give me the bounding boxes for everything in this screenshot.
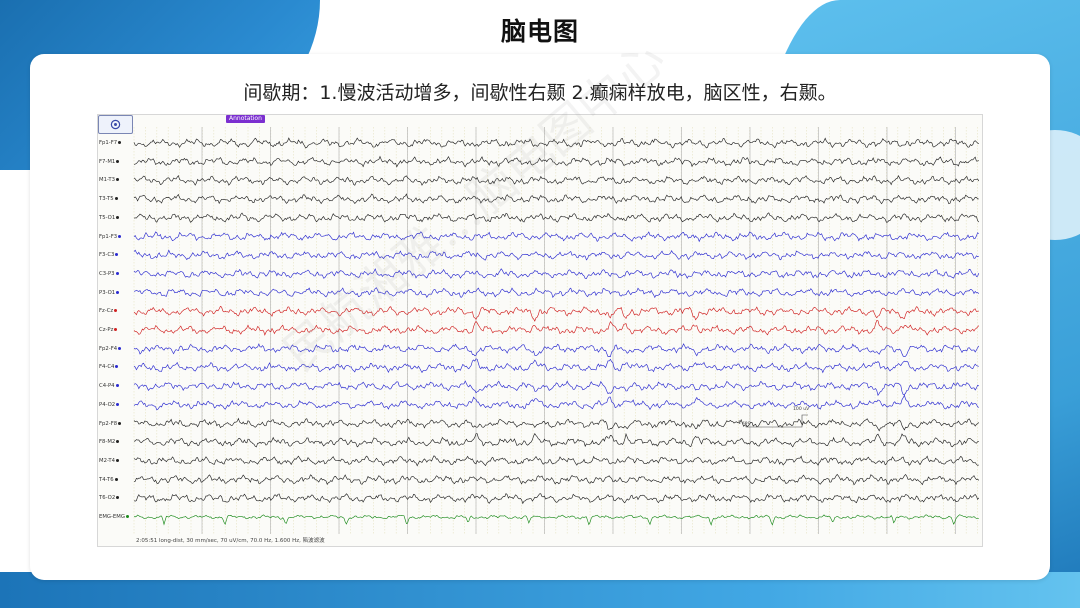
- channel-color-dot: [116, 159, 120, 163]
- eeg-viewer[interactable]: Annotation Fp1-F7 F7-M1 M1-T3 T3-T5 T5-O1 Fp1…: [97, 114, 983, 547]
- eeg-trace: [133, 358, 979, 374]
- channel-label-text: P4-O2: [99, 401, 116, 408]
- channel-label: F7-M1: [99, 158, 120, 166]
- channel-color-dot: [125, 515, 129, 518]
- channel-color-dot: [116, 215, 120, 219]
- channel-label: Fp2-F8: [99, 420, 122, 428]
- eeg-trace: [133, 155, 979, 168]
- channel-color-dot: [115, 384, 119, 388]
- channel-color-dot: [118, 421, 122, 425]
- channel-color-dot: [114, 309, 118, 313]
- channel-label: M2-T4: [99, 457, 119, 465]
- page-title: 脑电图: [500, 17, 579, 46]
- eeg-trace: [133, 394, 979, 411]
- channel-color-dot: [116, 496, 120, 500]
- channel-label: Fp2-F4: [99, 345, 122, 353]
- calibration-bracket: [745, 414, 808, 428]
- channel-label: F4-C4: [99, 363, 119, 371]
- channel-color-dot: [115, 178, 119, 182]
- channel-label-text: F3-C3: [99, 252, 115, 259]
- channel-label-text: Fp2-F8: [99, 420, 118, 427]
- channel-label-text: M1-T3: [99, 177, 115, 184]
- eeg-trace: [133, 432, 979, 448]
- channel-color-dot: [116, 402, 120, 406]
- channel-label: Fz-Cz: [99, 307, 118, 315]
- eeg-trace: [133, 231, 979, 243]
- channel-label: T5-O1: [99, 214, 120, 222]
- channel-label-text: C4-P4: [99, 383, 115, 390]
- annotation-marker[interactable]: Annotation: [226, 115, 265, 123]
- eeg-trace: [133, 455, 979, 467]
- channel-label-text: Fz-Cz: [99, 308, 114, 315]
- eeg-trace-canvas: [133, 127, 980, 534]
- eeg-trace: [133, 287, 980, 299]
- channel-label-text: T5-O1: [99, 214, 116, 221]
- channel-label: M1-T3: [99, 176, 119, 184]
- channel-label-text: T4-T6: [99, 476, 114, 483]
- channel-label: P4-O2: [99, 401, 120, 409]
- channel-label: T6-O2: [99, 494, 120, 502]
- eeg-trace: [133, 320, 980, 336]
- channel-label-text: Cz-Pz: [99, 327, 114, 333]
- channel-label-text: T6-O2: [99, 495, 116, 502]
- channel-label-text: Fp2-F4: [99, 345, 118, 352]
- channel-label-column: Fp1-F7 F7-M1 M1-T3 T3-T5 T5-O1 Fp1-F3 F3-C3 C3-…: [98, 115, 134, 546]
- channel-label-text: F4-C4: [99, 364, 115, 371]
- eeg-trace: [133, 514, 979, 526]
- eeg-trace: [133, 493, 980, 505]
- channel-color-dot: [115, 458, 119, 462]
- channel-label-text: Fp1-F3: [99, 233, 118, 240]
- channel-label-text: P3-O1: [99, 289, 116, 296]
- channel-color-dot: [116, 290, 120, 294]
- settings-button[interactable]: [98, 115, 133, 134]
- channel-color-dot: [115, 271, 119, 275]
- channel-color-dot: [118, 141, 122, 144]
- channel-label: T3-T5: [99, 195, 118, 203]
- channel-label: C4-P4: [99, 382, 119, 390]
- channel-label-text: C3-P3: [99, 270, 115, 277]
- channel-label: F3-C3: [99, 251, 119, 259]
- slide-subtitle: 间歇期：1.慢波活动增多，间歇性右颞 2.癫痫样放电，脑区性，右颞。: [243, 82, 837, 104]
- eeg-trace: [133, 305, 979, 322]
- channel-label-text: F7-M1: [99, 158, 116, 165]
- scale-label-time: 1 sec: [738, 421, 751, 426]
- channel-color-dot: [114, 197, 118, 201]
- channel-label: T4-T6: [99, 476, 118, 484]
- channel-label-text: M2-T4: [99, 457, 115, 464]
- channel-color-dot: [114, 328, 118, 331]
- channel-color-dot: [116, 440, 120, 444]
- channel-color-dot: [115, 253, 119, 257]
- channel-label-text: F8-M2: [99, 439, 116, 446]
- eeg-trace: [133, 137, 979, 149]
- channel-label-text: EMG-EMG: [99, 514, 125, 520]
- channel-color-dot: [114, 477, 118, 481]
- eeg-trace: [133, 212, 980, 223]
- eeg-trace: [133, 175, 980, 186]
- eeg-trace: [133, 473, 980, 486]
- channel-label: Fp1-F7: [99, 139, 122, 147]
- channel-label: F8-M2: [99, 438, 120, 446]
- eeg-trace: [133, 417, 980, 432]
- channel-label: C3-P3: [99, 270, 119, 278]
- eeg-trace: [133, 193, 979, 205]
- channel-label-text: Fp1-F7: [99, 140, 118, 146]
- channel-color-dot: [118, 346, 122, 350]
- scale-label-amplitude: 100 uV: [793, 407, 810, 412]
- channel-color-dot: [118, 234, 122, 238]
- eeg-trace: [133, 343, 980, 358]
- channel-label: Cz-Pz: [99, 326, 118, 334]
- channel-label: Fp1-F3: [99, 233, 122, 241]
- channel-label: EMG-EMG: [99, 513, 129, 521]
- eeg-status-bar: 2:05:51 long-dist, 30 mm/sec, 70 uV/cm, …: [136, 538, 325, 544]
- eeg-trace: [133, 249, 979, 261]
- channel-label-text: T3-T5: [99, 196, 114, 203]
- eeg-trace: [133, 380, 979, 397]
- eeg-trace: [133, 268, 980, 280]
- channel-color-dot: [115, 365, 119, 369]
- channel-label: P3-O1: [99, 289, 120, 297]
- settings-icon: [110, 119, 121, 130]
